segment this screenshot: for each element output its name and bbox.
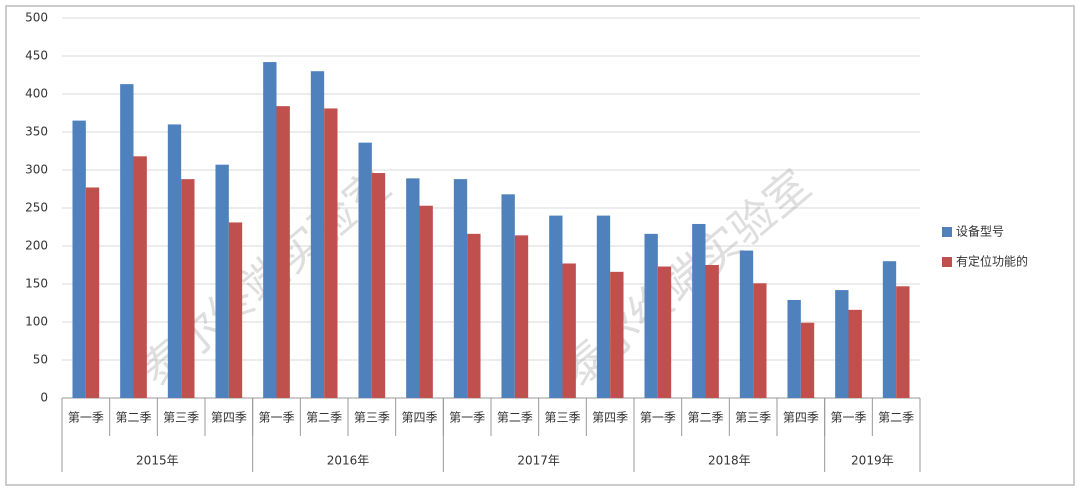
bar [753,283,767,398]
x-tick-label: 第三季 [163,411,199,425]
bar [501,194,515,398]
legend-swatch [942,257,952,267]
bar [549,215,563,398]
bar [882,261,897,398]
bar [705,265,719,398]
bar [739,250,754,398]
bar [85,187,100,398]
legend-label: 设备型号 [956,225,1004,239]
bar [514,235,529,398]
y-tick-label: 400 [25,87,48,101]
bar [215,164,229,398]
x-tick-label: 第四季 [211,411,247,425]
bar [181,179,195,398]
bar [453,179,468,398]
y-tick-label: 450 [25,49,48,63]
bar [644,233,658,398]
x-tick-label: 第四季 [592,411,628,425]
x-tick-label: 第一季 [640,411,676,425]
legend-label: 有定位功能的 [956,254,1028,269]
y-tick-label: 100 [25,315,48,329]
y-tick-label: 200 [25,239,48,253]
x-tick-label: 第一季 [258,411,294,425]
y-tick-label: 350 [25,125,48,139]
bar [358,142,372,398]
x-tick-label: 第四季 [401,411,437,425]
y-tick-label: 250 [25,201,48,215]
bar [310,71,325,398]
bar [167,124,182,399]
bar [276,106,290,398]
bar [848,309,862,398]
bar [419,205,433,398]
y-tick-label: 0 [40,391,48,405]
y-tick-label: 300 [25,163,48,177]
group-label: 2015年 [136,454,179,468]
bar [596,215,611,398]
x-tick-label: 第二季 [878,411,914,425]
group-label: 2016年 [327,454,370,468]
bar [467,233,481,398]
x-tick-label: 第四季 [783,411,819,425]
bar [610,271,624,398]
y-tick-label: 500 [25,11,48,25]
legend-swatch [942,227,952,237]
x-tick-label: 第二季 [497,411,533,425]
bar [120,84,134,399]
x-tick-label: 第二季 [115,411,151,425]
x-tick-label: 第二季 [306,411,342,425]
group-label: 2019年 [851,454,894,468]
x-tick-label: 第三季 [544,411,580,425]
bar [692,223,706,398]
bar [263,62,277,399]
x-tick-label: 第一季 [449,411,485,425]
bar [562,263,576,398]
bar [324,108,338,398]
bar [657,266,672,398]
bar [72,120,86,398]
y-tick-label: 50 [33,353,48,367]
bar [371,173,386,398]
bar [835,290,849,398]
x-tick-label: 第三季 [735,411,771,425]
bar [787,299,801,398]
x-tick-label: 第三季 [354,411,390,425]
bar [896,286,910,398]
bar [800,322,815,398]
x-tick-label: 第一季 [68,411,104,425]
group-label: 2018年 [708,454,751,468]
bar [133,156,147,398]
y-tick-label: 150 [25,277,48,291]
bar [228,222,243,398]
x-tick-label: 第二季 [687,411,723,425]
x-tick-label: 第一季 [830,411,866,425]
group-label: 2017年 [517,454,560,468]
bar [406,178,420,398]
